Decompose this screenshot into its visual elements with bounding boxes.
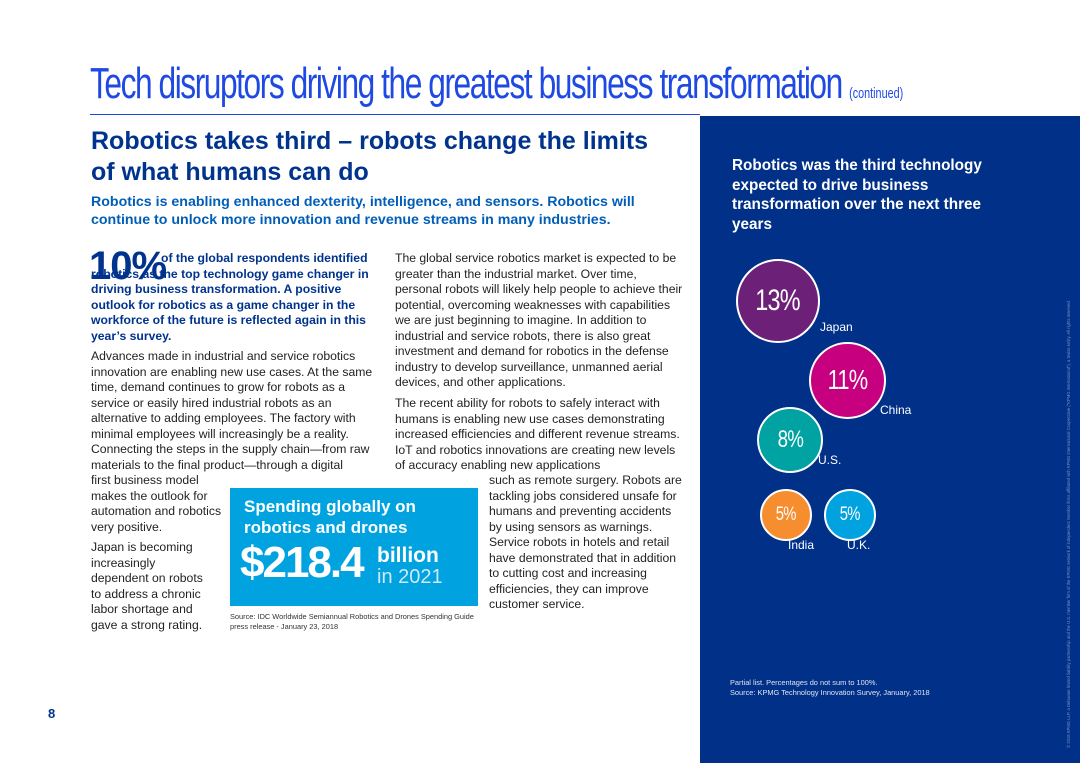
stat-text: of the global respondents identified rob… <box>91 251 369 343</box>
bubble-uk: 5% <box>824 489 876 541</box>
body-paragraph-4-continued: such as remote surgery. Robots are tackl… <box>489 473 682 611</box>
page-title-text: Tech disruptors driving the greatest bus… <box>90 59 843 108</box>
callout-amount: $218.4 <box>240 538 365 587</box>
bubble-value-label: 11% <box>827 364 868 395</box>
callout-source: Source: IDC Worldwide Semiannual Robotic… <box>230 612 474 631</box>
callout-year: in 2021 <box>377 566 443 588</box>
bubble-us: 8% <box>757 407 823 473</box>
page-title-suffix: (continued) <box>849 85 904 102</box>
spending-callout: Spending globally on robotics and drones… <box>230 488 478 606</box>
bubble-category-label: Japan <box>820 320 853 334</box>
callout-title: Spending globally on robotics and drones <box>244 497 416 537</box>
bubble-china: 11% <box>808 341 886 419</box>
legal-text-content: © 2018 KPMG LLP, a Delaware limited liab… <box>1066 299 1071 748</box>
section-subheading: Robotics is enabling enhanced dexterity,… <box>91 194 635 228</box>
page-title: Tech disruptors driving the greatest bus… <box>90 58 903 120</box>
sidebar-title: Robotics was the third technology expect… <box>732 157 982 233</box>
body-paragraph-1: Advances made in industrial and service … <box>91 349 373 472</box>
bubble-category-label: China <box>880 403 912 417</box>
bubble-category-label: India <box>788 538 815 552</box>
body-paragraph-4: The recent ability for robots to safely … <box>395 396 680 472</box>
section-heading: Robotics takes third – robots change the… <box>91 127 649 186</box>
bubble-category-label: U.S. <box>818 453 842 467</box>
sidebar-source: Source: KPMG Technology Innovation Surve… <box>730 687 930 697</box>
bubble-value-label: 5% <box>840 504 861 525</box>
body-paragraph-2: Japan is becoming increasingly dependent… <box>91 540 203 632</box>
sidebar-note-text: Partial list. Percentages do not sum to … <box>730 678 878 687</box>
bubble-japan: 13% <box>736 259 820 343</box>
body-paragraph-1-continued: first business model makes the outlook f… <box>91 473 222 534</box>
callout-unit: billion <box>377 544 439 567</box>
bubble-value-label: 8% <box>777 426 803 453</box>
bubble-india: 5% <box>760 489 812 541</box>
body-paragraph-3: The global service robotics market is ex… <box>395 251 683 389</box>
title-divider <box>90 114 700 115</box>
bubble-value-label: 5% <box>776 504 797 525</box>
bubble-value-label: 13% <box>755 284 801 317</box>
page-number: 8 <box>48 706 56 721</box>
bubble-category-label: U.K. <box>847 538 871 552</box>
legal-text: © 2018 KPMG LLP, a Delaware limited liab… <box>1064 120 1074 750</box>
stat-number: 10% <box>89 244 167 288</box>
sidebar-note: Partial list. Percentages do not sum to … <box>730 678 1010 697</box>
